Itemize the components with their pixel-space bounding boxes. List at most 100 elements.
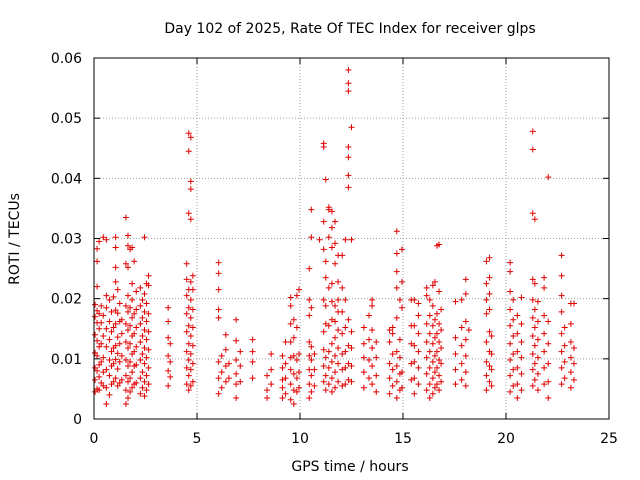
data-point [393,394,400,401]
data-point [436,288,443,295]
data-point [426,312,433,319]
data-point [332,318,339,325]
data-point [433,364,440,371]
data-point [94,352,101,359]
data-point [143,336,150,343]
data-point [325,381,332,388]
data-point [389,351,396,358]
data-point [287,354,294,361]
data-point [386,390,393,397]
data-point [431,278,438,285]
data-point [290,387,297,394]
data-point [282,390,289,397]
data-point [106,336,113,343]
data-point [110,293,117,300]
data-point [320,346,327,353]
data-point [332,334,339,341]
data-point [360,324,367,331]
data-point [342,381,349,388]
data-point [545,360,552,367]
data-point [306,394,313,401]
y-tick-label: 0 [73,412,82,428]
data-point [118,316,125,323]
data-point [545,378,552,385]
data-point [514,381,521,388]
data-point [541,312,548,319]
data-point [185,148,192,155]
data-point [320,246,327,253]
data-point [534,370,541,377]
data-point [222,331,229,338]
data-point [398,278,405,285]
data-point [225,360,232,367]
data-point [483,258,490,265]
data-point [534,387,541,394]
data-point [423,284,430,291]
data-point [518,354,525,361]
data-point [264,372,271,379]
data-point [100,312,107,319]
data-point [320,218,327,225]
data-point [165,334,172,341]
data-point [141,326,148,333]
data-point [165,304,172,311]
data-point [187,314,194,321]
data-point [325,234,332,241]
data-point [187,366,194,373]
data-point [264,387,271,394]
data-point [488,351,495,358]
data-point [423,338,430,345]
data-point [187,178,194,185]
data-point [131,330,138,337]
data-point [249,348,256,355]
data-point [411,358,418,365]
data-point [215,358,222,365]
data-point [345,144,352,151]
data-point [183,292,190,299]
data-point [110,324,117,331]
data-point [529,128,536,135]
data-point [127,322,134,329]
data-point [431,352,438,359]
data-point [373,354,380,361]
data-point [306,366,313,373]
x-tick-label: 25 [600,431,618,447]
data-point [114,350,121,357]
data-point [249,375,256,382]
data-point [127,358,134,365]
data-point [483,296,490,303]
data-point [96,325,103,332]
data-point [411,296,418,303]
data-point [94,258,101,265]
data-point [436,372,443,379]
data-point [141,393,148,400]
data-point [137,302,144,309]
data-point [98,319,105,326]
data-point [114,334,121,341]
data-point [325,364,332,371]
data-point [514,364,521,371]
data-point [233,357,240,364]
data-point [393,228,400,235]
data-point [131,348,138,355]
data-point [108,328,115,335]
data-point [322,372,329,379]
data-point [415,364,422,371]
data-point [429,322,436,329]
data-point [396,354,403,361]
data-point [295,384,302,391]
data-point [558,364,565,371]
data-point [452,381,459,388]
data-point [429,358,436,365]
data-point [233,337,240,344]
data-point [215,375,222,382]
data-point [411,390,418,397]
data-point [531,376,538,383]
data-point [133,288,140,295]
data-point [529,382,536,389]
data-point [436,357,443,364]
data-point [561,324,568,331]
data-point [431,334,438,341]
data-point [141,308,148,315]
data-point [141,360,148,367]
